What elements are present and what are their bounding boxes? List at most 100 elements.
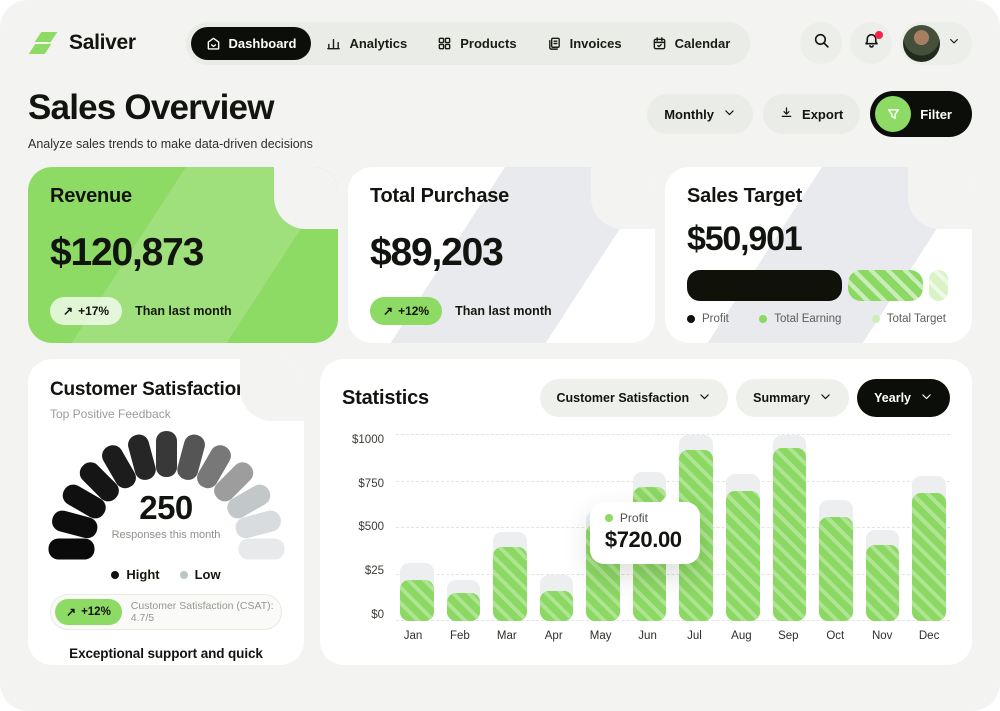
nav-item-label: Dashboard [228,35,297,51]
stats-filter-customer-satisfaction[interactable]: Customer Satisfaction [539,379,729,417]
brand-name: Saliver [69,31,136,54]
legend-label: Total Target [886,312,946,325]
stat-cards-row: Revenue $120,873 ↗ +17% Than last month … [28,167,972,343]
bar-mar[interactable] [493,546,527,621]
bar-column-dec [912,435,946,621]
y-tick-label: $0 [371,608,384,621]
notification-dot [875,31,883,39]
bar-oct[interactable] [819,516,853,621]
nav-item-products[interactable]: Products [422,27,531,60]
corner-notch [274,167,338,229]
statistics-header: Statistics Customer Satisfaction Summary Y… [342,379,950,417]
x-tick-label: May [589,630,612,642]
legend-dot [111,570,120,579]
notifications-button[interactable] [850,22,892,64]
bar-column-feb [446,435,481,621]
x-tick-label: Oct [826,630,845,642]
legend-item: Total Target [871,312,946,325]
bar-jan[interactable] [400,580,434,621]
sales-target-progress [687,270,950,302]
y-tick-label: $500 [358,521,384,534]
tooltip-label: Profit [619,510,648,525]
export-button[interactable]: Export [763,94,861,134]
bar-aug[interactable] [726,490,760,621]
page-subtitle: Analyze sales trends to make data-driven… [28,137,313,151]
stats-filter-summary[interactable]: Summary [736,379,850,417]
csat-badge: ↗ +12% [55,599,122,625]
legend-label: Profit [702,312,729,325]
gauge-legend-item: Hight [111,567,160,582]
panel-title: Statistics [342,386,429,409]
nav-item-analytics[interactable]: Analytics [311,27,422,60]
bar-nov[interactable] [865,544,900,621]
nav-item-label: Analytics [349,35,408,51]
search-button[interactable] [800,22,842,64]
trend-value: +17% [78,304,110,318]
corner-notch [591,167,655,229]
tooltip-series-dot [604,513,613,522]
funnel-icon [875,96,912,132]
products-icon [437,36,452,51]
nav-item-dashboard[interactable]: Dashboard [190,26,312,60]
bar-column-oct [819,435,853,621]
gauge-segment [48,538,94,560]
bar-feb[interactable] [446,593,481,621]
csat-badge-value: +12% [81,606,111,618]
stats-filter-yearly[interactable]: Yearly [857,379,950,417]
filter-pill-label: Yearly [874,391,911,405]
filter-label: Filter [920,106,952,122]
panel-subtitle: Top Positive Feedback [50,407,171,421]
responses-count: 250 [139,489,193,526]
y-tick-label: $25 [364,564,384,577]
x-tick-label: Jan [403,630,423,642]
trend-badge: ↗ +17% [50,297,123,325]
bar-sep[interactable] [772,448,807,621]
y-axis: $1000 $750 $500 $25 $0 [342,434,384,621]
x-tick-label: Apr [544,630,563,642]
legend-dot [179,570,188,579]
page-title: Sales Overview [28,88,274,127]
page-header: Sales Overview Analyze sales trends to m… [28,88,972,151]
avatar [903,24,940,62]
legend-dot [687,314,695,323]
csat-pill: ↗ +12% Customer Satisfaction (CSAT): 4.7… [50,594,282,630]
statistics-card: Statistics Customer Satisfaction Summary Y… [320,359,972,665]
bar-dec[interactable] [912,492,946,621]
chevron-down-icon [723,106,736,122]
trend-note: Than last month [455,304,552,318]
home-icon [206,36,221,51]
csat-text: Customer Satisfaction (CSAT): 4.7/5 [130,600,274,624]
bar-column-aug [726,435,760,621]
bolt-icon [28,28,58,58]
nav-item-invoices[interactable]: Invoices [532,27,637,60]
gridline [396,573,950,575]
x-tick-label: Jul [687,630,702,642]
gauge-center: 250 Responses this month [53,489,279,541]
invoices-icon [547,36,562,51]
top-bar: Saliver Dashboard Analytics Products Invoic… [28,14,972,72]
revenue-card: Revenue $120,873 ↗ +17% Than last month [28,167,338,343]
customer-satisfaction-card: ••• Customer Satisfaction Top Positive F… [28,359,304,665]
bar-apr[interactable] [539,591,574,621]
bar-column-sep [772,435,807,621]
chevron-down-icon [920,390,933,406]
trend-value: +12% [398,304,430,318]
x-tick-label: Mar [496,630,517,642]
legend-item: Profit [687,313,729,325]
trend-up-icon: ↗ [66,605,77,619]
x-tick-label: Jun [638,630,657,642]
x-tick-label: Aug [731,630,752,642]
profile-menu[interactable] [900,21,972,65]
satisfaction-footer: Exceptional support and quick responses [69,646,263,665]
legend-dot [871,314,880,323]
bar-column-mar [493,435,527,621]
nav-item-label: Calendar [674,35,731,51]
chart-tooltip: Profit $720.00 [589,493,700,564]
target-segment-profit [687,270,843,302]
period-dropdown[interactable]: Monthly [647,94,754,134]
trend-note: Than last month [135,304,232,318]
nav-item-calendar[interactable]: Calendar [637,27,746,60]
gridline [396,434,950,435]
page-controls: Monthly Export Filter [647,91,972,137]
filter-button[interactable]: Filter [870,91,972,137]
